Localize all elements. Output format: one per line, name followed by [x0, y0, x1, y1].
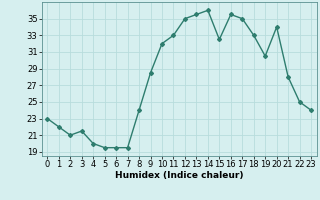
X-axis label: Humidex (Indice chaleur): Humidex (Indice chaleur)	[115, 171, 244, 180]
